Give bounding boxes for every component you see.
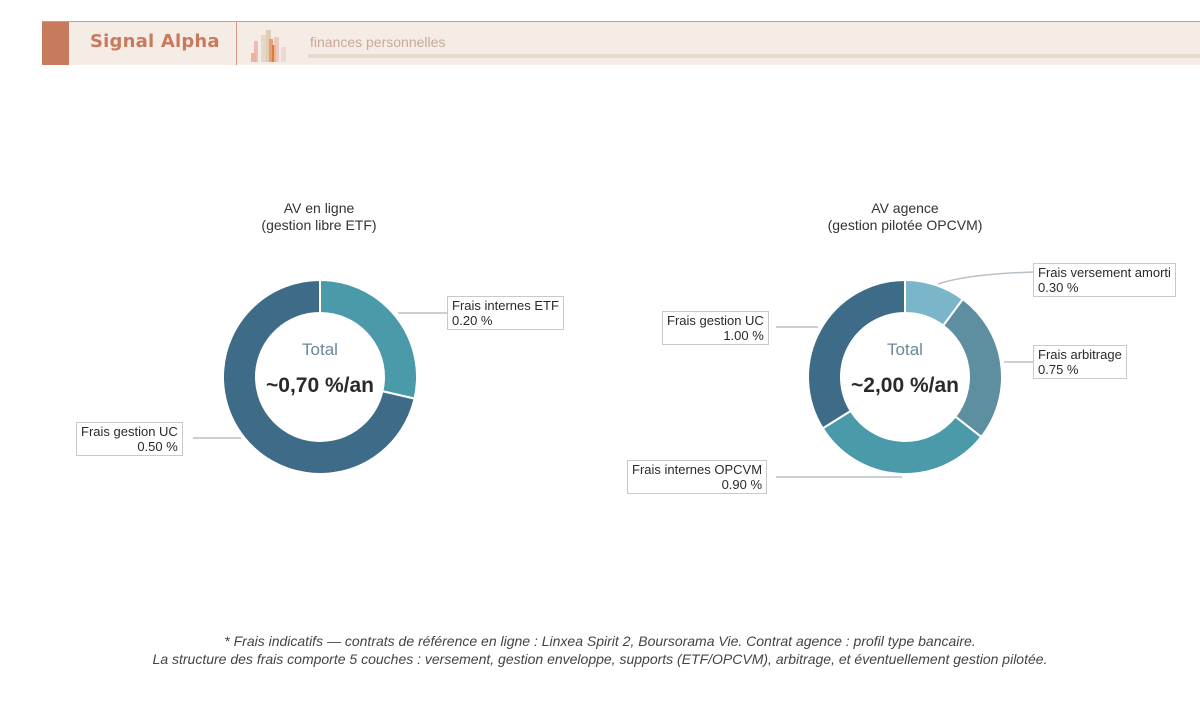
site-header: Signal Alpha finances personnelles (42, 21, 1200, 65)
label-value: 0.90 % (721, 477, 763, 492)
donut-center-label: Total (302, 340, 338, 359)
label-frais-gestion-uc: Frais gestion UC 0.50 % (76, 422, 183, 456)
chart-title-agence: AV agence (gestion pilotée OPCVM) (795, 200, 1015, 234)
tagline: finances personnelles (310, 34, 446, 50)
label-value: 0.50 % (137, 439, 178, 454)
leader-line (776, 476, 902, 478)
leader-line (776, 326, 818, 328)
header-divider (236, 22, 237, 65)
donut-chart-agence (807, 279, 1003, 475)
chart-title-line1: AV agence (871, 200, 939, 216)
label-value: 0.75 % (1038, 362, 1079, 377)
label-frais-versement-amorti: Frais versement amorti 0.30 % (1033, 263, 1176, 297)
donut-chart-online (222, 279, 418, 475)
label-value: 1.00 % (723, 328, 764, 343)
donut-center-label: Total (887, 340, 923, 359)
donut-center-value: ~2,00 %/an (851, 374, 959, 397)
label-frais-internes-opcvm: Frais internes OPCVM 0.90 % (627, 460, 768, 494)
leader-line (193, 437, 241, 439)
slice-frais-arbitrage[interactable] (941, 297, 1003, 439)
brand-color-block (42, 22, 69, 65)
donut-center-value: ~0,70 %/an (266, 374, 374, 397)
chart-title-line2: (gestion libre ETF) (261, 217, 377, 233)
label-value: 0.30 % (1038, 280, 1079, 295)
chart-title-line2: (gestion pilotée OPCVM) (827, 217, 983, 233)
label-name: Frais gestion UC (667, 313, 764, 328)
footnote-line1: * Frais indicatifs — contrats de référen… (224, 633, 976, 649)
brand-name[interactable]: Signal Alpha (90, 31, 220, 52)
footnote: * Frais indicatifs — contrats de référen… (0, 632, 1200, 668)
label-name: Frais internes ETF (452, 298, 559, 313)
label-name: Frais internes OPCVM (632, 462, 763, 477)
footnote-line2: La structure des frais comporte 5 couche… (152, 651, 1048, 667)
bar-chart-logo-icon (251, 30, 286, 62)
label-frais-internes-etf: Frais internes ETF 0.20 % (447, 296, 564, 330)
label-frais-arbitrage: Frais arbitrage 0.75 % (1033, 345, 1127, 379)
leader-line (398, 312, 448, 314)
leader-line (938, 271, 1034, 285)
label-name: Frais gestion UC (81, 424, 178, 439)
leader-line (1004, 361, 1034, 363)
chart-title-online: AV en ligne (gestion libre ETF) (219, 200, 419, 234)
slice-frais-gestion-uc[interactable] (222, 279, 416, 475)
label-name: Frais versement amorti (1038, 265, 1171, 280)
slice-frais-internes-opcvm[interactable] (821, 409, 983, 475)
label-value: 0.20 % (452, 313, 493, 328)
label-frais-gestion-uc-agence: Frais gestion UC 1.00 % (662, 311, 769, 345)
tagline-underline (308, 54, 1200, 58)
chart-title-line1: AV en ligne (283, 200, 355, 216)
label-name: Frais arbitrage (1038, 347, 1122, 362)
slice-frais-gestion-uc[interactable] (807, 279, 906, 430)
